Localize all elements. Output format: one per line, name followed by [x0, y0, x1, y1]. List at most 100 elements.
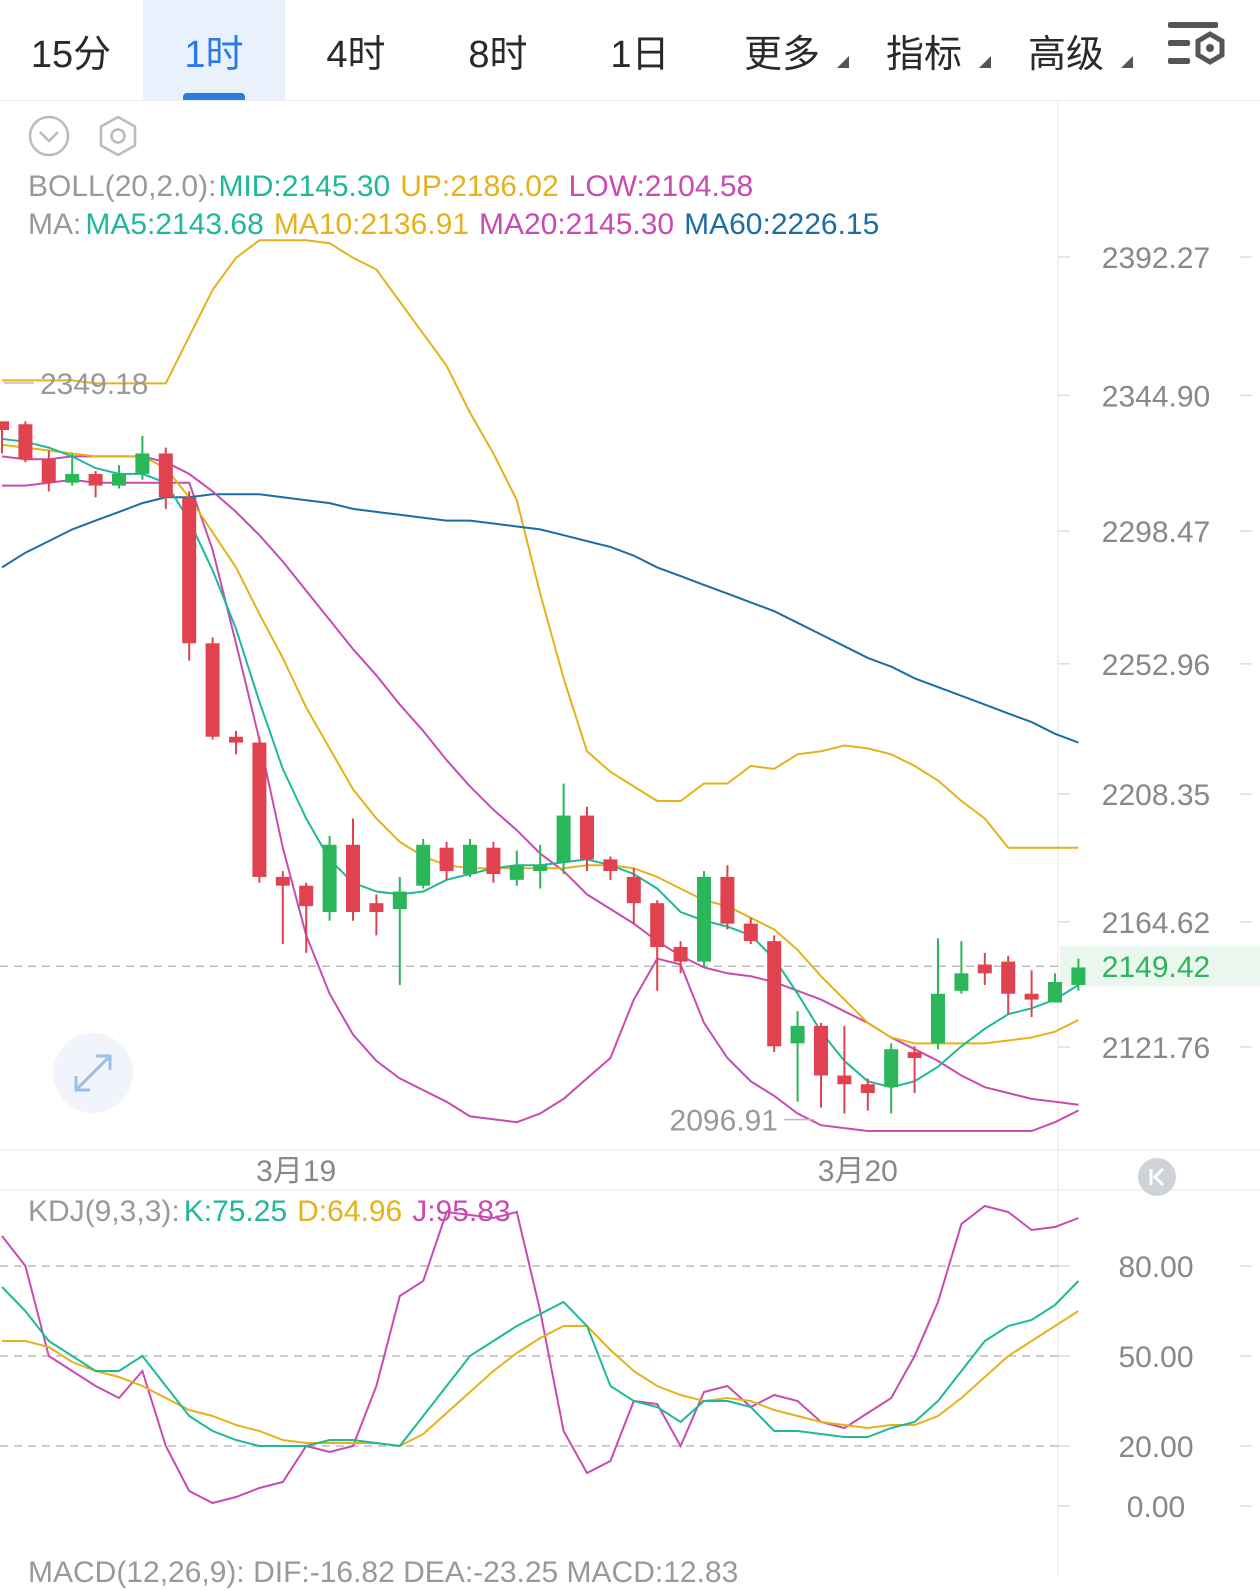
price-axis-label: 2252.96 — [1102, 649, 1210, 682]
collapse-chevron-icon[interactable] — [28, 115, 70, 157]
candle-body — [65, 473, 80, 483]
tab-6[interactable]: 指标 — [853, 0, 995, 100]
candle-body — [884, 1049, 899, 1088]
tab-2[interactable]: 4时 — [285, 0, 427, 100]
price-axis-label: 2344.90 — [1102, 380, 1210, 413]
candle-body — [463, 844, 477, 874]
tab-7[interactable]: 高级 — [995, 0, 1137, 100]
ma60-value: MA60:2226.15 — [684, 208, 880, 241]
kdj-j-value: J:95.83 — [412, 1195, 511, 1228]
candle-body — [580, 815, 594, 860]
tab-label: 更多 — [743, 33, 820, 76]
tabbar-separator — [0, 100, 1260, 101]
ma10-line — [1, 443, 1079, 1045]
tab-3[interactable]: 8时 — [427, 0, 569, 100]
candle-body — [439, 847, 454, 872]
ma-legend: MA: MA5:2143.68 MA10:2136.91 MA20:2145.30 MA… — [28, 208, 889, 242]
ma-prefix: MA: — [28, 208, 82, 241]
candle-body — [416, 844, 431, 886]
candle-body — [252, 742, 267, 877]
tab-1[interactable]: 1时 — [143, 0, 285, 100]
candle-body — [954, 973, 969, 991]
candle-body — [346, 844, 360, 912]
kdj-k-line — [1, 1280, 1080, 1448]
candle-body — [556, 815, 571, 863]
candle-body — [18, 424, 33, 460]
macd-legend: MACD(12,26,9): DIF:-16.82 DEA:-23.25 MAC… — [28, 1556, 739, 1589]
ma20-value: MA20:2145.30 — [478, 208, 675, 241]
candle-body — [697, 876, 711, 962]
tab-label: 指标 — [885, 33, 962, 76]
timeframe-tabbar: 15分 1时 4时 8时 1日 更多 指标 高级 — [0, 0, 1260, 100]
expand-arrows-icon[interactable] — [52, 1032, 134, 1114]
tab-label: 4时 — [326, 33, 386, 76]
candle-body — [509, 865, 524, 880]
tab-label: 1时 — [184, 33, 244, 76]
candle-body — [322, 844, 337, 912]
boll-up: UP:2186.02 — [400, 170, 559, 203]
candle-body — [486, 847, 501, 874]
kdj-d-line — [2, 1310, 1079, 1448]
date-axis-label: 3月19 — [256, 1155, 336, 1188]
ma5-line — [1, 437, 1079, 1089]
high-marker-label: 2349.18 — [40, 368, 148, 401]
candle-body — [907, 1052, 922, 1058]
candle-body — [673, 947, 688, 962]
kdj-k-value: K:75.25 — [183, 1195, 288, 1228]
candle-body — [790, 1025, 805, 1044]
price-axis-label: 2121.76 — [1102, 1032, 1210, 1065]
price-axis-label: 2164.62 — [1102, 907, 1210, 940]
candle-body — [299, 885, 314, 907]
kdj-axis-label: 0.00 — [1127, 1491, 1185, 1524]
scroll-to-latest-icon[interactable] — [1137, 1157, 1177, 1197]
boll-lower-line — [2, 478, 1079, 1132]
candle-body — [205, 643, 220, 737]
date-axis-label: 3月20 — [818, 1155, 898, 1188]
candle-body — [720, 876, 735, 924]
candle-body — [112, 473, 126, 486]
hexagon-settings-icon[interactable] — [96, 114, 140, 158]
candle-body — [814, 1025, 828, 1076]
candle-body — [650, 903, 665, 948]
candle-body — [626, 876, 641, 904]
kdj-j-line — [1, 1204, 1079, 1505]
candle-body — [275, 876, 290, 886]
dropdown-triangle-icon — [837, 56, 849, 68]
candle-body — [767, 941, 782, 1047]
settings-sliders-icon[interactable] — [1166, 16, 1228, 72]
candle-body — [88, 473, 103, 486]
tab-label: 15分 — [30, 33, 112, 76]
candle-body — [1001, 961, 1016, 994]
candle-body — [1048, 982, 1062, 1003]
kdj-axis-label: 20.00 — [1118, 1431, 1193, 1464]
dropdown-triangle-icon — [979, 56, 991, 68]
kdj-legend: KDJ(9,3,3): K:75.25 D:64.96 J:95.83 — [28, 1195, 521, 1229]
low-marker-label: 2096.91 — [670, 1105, 778, 1138]
boll-mid: MID:2145.30 — [218, 170, 391, 203]
tab-5[interactable]: 更多 — [711, 0, 853, 100]
boll-upper-line — [2, 239, 1079, 849]
kdj-prefix: KDJ(9,3,3): — [28, 1195, 180, 1228]
kdj-axis-label: 50.00 — [1118, 1341, 1193, 1374]
candle-body — [41, 459, 56, 483]
candle-body — [533, 865, 548, 872]
candle-body — [977, 964, 992, 974]
active-tab-underline — [183, 93, 245, 100]
price-axis-label: 2208.35 — [1102, 779, 1210, 812]
candle-body — [1024, 993, 1039, 1000]
tab-4[interactable]: 1日 — [569, 0, 711, 100]
ma60-line — [1, 493, 1079, 744]
price-axis-label: 2298.47 — [1102, 516, 1210, 549]
dropdown-triangle-icon — [1121, 56, 1133, 68]
boll-prefix: BOLL(20,2.0): — [28, 170, 217, 203]
price-axis-label: 2392.27 — [1102, 242, 1210, 275]
candle-body — [182, 497, 197, 644]
tab-0[interactable]: 15分 — [0, 0, 142, 100]
tab-label: 高级 — [1027, 33, 1104, 76]
candle-body — [860, 1084, 875, 1094]
candle-body — [931, 993, 945, 1044]
tab-label: 1日 — [610, 33, 670, 76]
ma20-mid-line — [1, 455, 1079, 1106]
ma10-value: MA10:2136.91 — [273, 208, 469, 241]
